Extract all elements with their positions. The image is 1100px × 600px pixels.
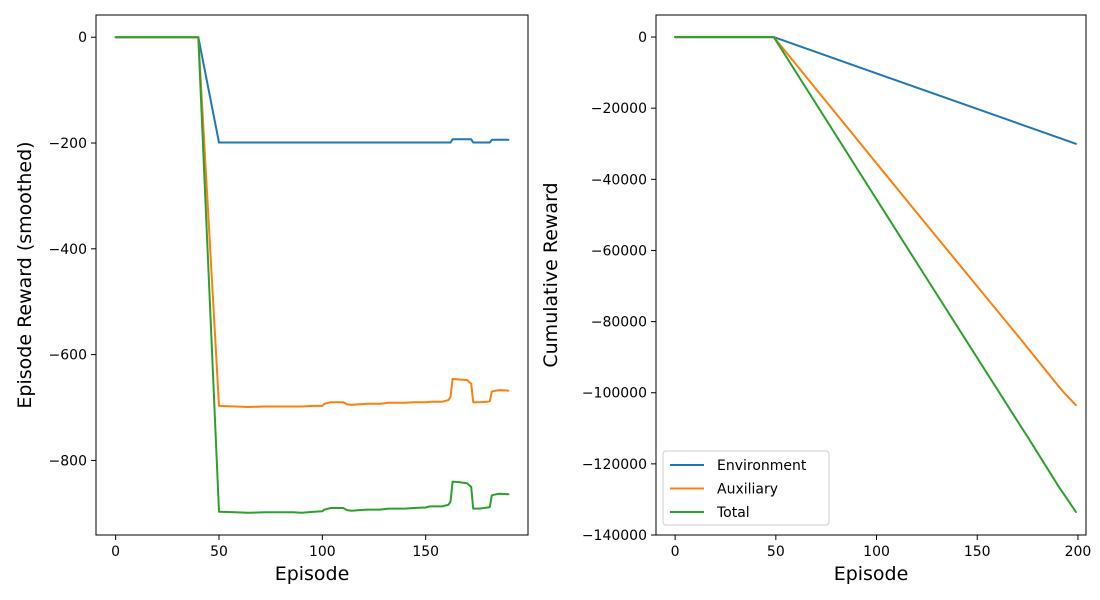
y-tick-label: −800 bbox=[49, 453, 87, 469]
x-tick-label: 50 bbox=[767, 544, 785, 560]
series-line-total bbox=[674, 36, 1077, 513]
legend-label-environment: Environment bbox=[717, 458, 807, 474]
series-line-2 bbox=[114, 36, 510, 514]
legend-label-total: Total bbox=[716, 505, 750, 521]
x-tick-label: 50 bbox=[210, 544, 228, 560]
x-axis-label: Episode bbox=[834, 563, 909, 585]
legend: Environment Auxiliary Total bbox=[662, 450, 830, 526]
x-tick-label: 100 bbox=[863, 544, 890, 560]
y-axis-label: Episode Reward (smoothed) bbox=[14, 141, 36, 408]
series-line-auxiliary bbox=[674, 36, 1077, 407]
plot-frame bbox=[655, 14, 1087, 536]
y-tick-label: −120000 bbox=[582, 457, 647, 473]
legend-label-auxiliary: Auxiliary bbox=[717, 482, 778, 498]
x-tick-label: 0 bbox=[111, 544, 120, 560]
x-axis-label: Episode bbox=[275, 563, 350, 585]
left-chart-episode-reward: 0 50 100 150 0 −200 −400 −600 −800 Episode Episode… bbox=[14, 14, 529, 585]
x-tick-label: 0 bbox=[671, 544, 680, 560]
plot-frame bbox=[95, 14, 529, 536]
x-tick-label: 150 bbox=[412, 544, 439, 560]
y-tick-label: 0 bbox=[78, 30, 87, 46]
x-tick-label: 200 bbox=[1065, 544, 1092, 560]
x-tick-label: 150 bbox=[964, 544, 991, 560]
right-chart-cumulative-reward: 0 50 100 150 200 0 −20000 −40000 −60000 −80000 −10… bbox=[540, 14, 1092, 585]
y-tick-label: −40000 bbox=[591, 172, 647, 188]
y-tick-label: −60000 bbox=[591, 243, 647, 259]
y-tick-label: −80000 bbox=[591, 315, 647, 331]
y-axis-label: Cumulative Reward bbox=[540, 182, 562, 367]
y-tick-label: −100000 bbox=[582, 386, 647, 402]
series-line-environment bbox=[674, 36, 1077, 145]
y-tick-label: −600 bbox=[49, 348, 87, 364]
legend-box bbox=[662, 450, 830, 526]
y-tick-label: 0 bbox=[638, 30, 647, 46]
x-tick-label: 100 bbox=[309, 544, 336, 560]
series-line-0 bbox=[114, 36, 510, 144]
y-tick-label: −200 bbox=[49, 136, 87, 152]
y-tick-label: −400 bbox=[49, 242, 87, 258]
y-tick-label: −20000 bbox=[591, 101, 647, 117]
series-line-1 bbox=[114, 36, 510, 408]
y-tick-label: −140000 bbox=[582, 528, 647, 544]
